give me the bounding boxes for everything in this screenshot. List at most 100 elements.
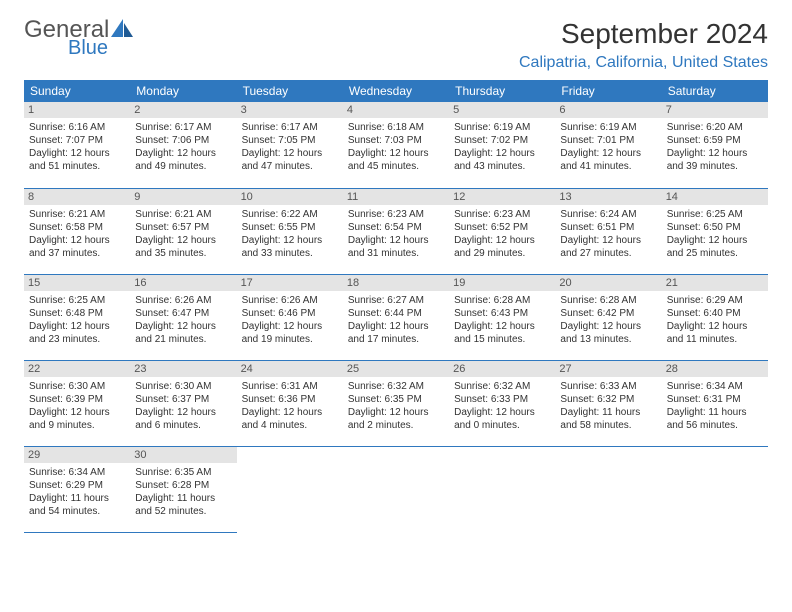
sunrise-text: Sunrise: 6:23 AM — [454, 208, 550, 221]
logo-sail-icon — [111, 19, 133, 40]
daylight-text: Daylight: 11 hours and 54 minutes. — [29, 492, 125, 518]
sunset-text: Sunset: 6:50 PM — [667, 221, 763, 234]
sunrise-text: Sunrise: 6:28 AM — [454, 294, 550, 307]
daylight-text: Daylight: 12 hours and 11 minutes. — [667, 320, 763, 346]
sunset-text: Sunset: 6:42 PM — [560, 307, 656, 320]
daylight-text: Daylight: 12 hours and 15 minutes. — [454, 320, 550, 346]
sunrise-text: Sunrise: 6:22 AM — [242, 208, 338, 221]
sunrise-text: Sunrise: 6:28 AM — [560, 294, 656, 307]
day-number: 5 — [449, 102, 555, 118]
daylight-text: Daylight: 12 hours and 25 minutes. — [667, 234, 763, 260]
calendar-cell: 3Sunrise: 6:17 AMSunset: 7:05 PMDaylight… — [237, 102, 343, 188]
calendar-cell: 6 Sunrise: 6:19 AMSunset: 7:01 PMDaylight… — [555, 102, 661, 188]
sunrise-text: Sunrise: 6:16 AM — [29, 121, 125, 134]
day-number: 6 — [555, 102, 661, 118]
calendar-cell: 22Sunrise: 6:30 AMSunset: 6:39 PMDayligh… — [24, 360, 130, 446]
sunset-text: Sunset: 6:44 PM — [348, 307, 444, 320]
sunset-text: Sunset: 6:59 PM — [667, 134, 763, 147]
sunrise-text: Sunrise: 6:31 AM — [242, 380, 338, 393]
sunset-text: Sunset: 6:33 PM — [454, 393, 550, 406]
page-header: General Blue September 2024 Calipatria, … — [24, 18, 768, 72]
sunrise-text: Sunrise: 6:33 AM — [560, 380, 656, 393]
sunset-text: Sunset: 7:05 PM — [242, 134, 338, 147]
sunset-text: Sunset: 6:47 PM — [135, 307, 231, 320]
day-number: 15 — [24, 275, 130, 291]
day-number: 30 — [130, 447, 236, 463]
sunset-text: Sunset: 6:57 PM — [135, 221, 231, 234]
daylight-text: Daylight: 12 hours and 33 minutes. — [242, 234, 338, 260]
sunrise-text: Sunrise: 6:29 AM — [667, 294, 763, 307]
sunset-text: Sunset: 6:46 PM — [242, 307, 338, 320]
sunset-text: Sunset: 6:51 PM — [560, 221, 656, 234]
calendar-row: 22Sunrise: 6:30 AMSunset: 6:39 PMDayligh… — [24, 360, 768, 446]
daylight-text: Daylight: 11 hours and 58 minutes. — [560, 406, 656, 432]
sunrise-text: Sunrise: 6:17 AM — [242, 121, 338, 134]
sunrise-text: Sunrise: 6:24 AM — [560, 208, 656, 221]
calendar-cell: 21Sunrise: 6:29 AMSunset: 6:40 PMDayligh… — [662, 274, 768, 360]
month-title: September 2024 — [519, 18, 768, 50]
sunrise-text: Sunrise: 6:19 AM — [560, 121, 656, 134]
daylight-text: Daylight: 12 hours and 6 minutes. — [135, 406, 231, 432]
sunset-text: Sunset: 6:55 PM — [242, 221, 338, 234]
sunrise-text: Sunrise: 6:32 AM — [454, 380, 550, 393]
day-number: 4 — [343, 102, 449, 118]
calendar-cell: 30 Sunrise: 6:35 AMSunset: 6:28 PMDayligh… — [130, 446, 236, 532]
calendar-cell: 25Sunrise: 6:32 AMSunset: 6:35 PMDayligh… — [343, 360, 449, 446]
day-number: 28 — [662, 361, 768, 377]
sunrise-text: Sunrise: 6:35 AM — [135, 466, 231, 479]
weekday-header-row: Sunday Monday Tuesday Wednesday Thursday… — [24, 80, 768, 102]
daylight-text: Daylight: 12 hours and 41 minutes. — [560, 147, 656, 173]
day-number: 21 — [662, 275, 768, 291]
calendar-cell: 29Sunrise: 6:34 AMSunset: 6:29 PMDayligh… — [24, 446, 130, 532]
sunrise-text: Sunrise: 6:34 AM — [29, 466, 125, 479]
calendar-page: General Blue September 2024 Calipatria, … — [0, 0, 792, 551]
daylight-text: Daylight: 12 hours and 39 minutes. — [667, 147, 763, 173]
calendar-cell — [237, 446, 343, 532]
daylight-text: Daylight: 12 hours and 49 minutes. — [135, 147, 231, 173]
day-number: 17 — [237, 275, 343, 291]
calendar-cell — [662, 446, 768, 532]
daylight-text: Daylight: 12 hours and 23 minutes. — [29, 320, 125, 346]
sunrise-text: Sunrise: 6:26 AM — [242, 294, 338, 307]
calendar-row: 8Sunrise: 6:21 AMSunset: 6:58 PMDaylight… — [24, 188, 768, 274]
calendar-cell: 13Sunrise: 6:24 AMSunset: 6:51 PMDayligh… — [555, 188, 661, 274]
day-number: 16 — [130, 275, 236, 291]
logo: General Blue — [24, 18, 133, 58]
weekday-header: Thursday — [449, 80, 555, 102]
sunset-text: Sunset: 6:28 PM — [135, 479, 231, 492]
sunset-text: Sunset: 7:01 PM — [560, 134, 656, 147]
calendar-row: 1Sunrise: 6:16 AMSunset: 7:07 PMDaylight… — [24, 102, 768, 188]
day-number: 25 — [343, 361, 449, 377]
daylight-text: Daylight: 12 hours and 9 minutes. — [29, 406, 125, 432]
sunrise-text: Sunrise: 6:30 AM — [29, 380, 125, 393]
sunrise-text: Sunrise: 6:20 AM — [667, 121, 763, 134]
day-number: 24 — [237, 361, 343, 377]
daylight-text: Daylight: 12 hours and 27 minutes. — [560, 234, 656, 260]
day-number: 12 — [449, 189, 555, 205]
calendar-cell: 2Sunrise: 6:17 AMSunset: 7:06 PMDaylight… — [130, 102, 236, 188]
calendar-cell: 24Sunrise: 6:31 AMSunset: 6:36 PMDayligh… — [237, 360, 343, 446]
calendar-cell: 4Sunrise: 6:18 AMSunset: 7:03 PMDaylight… — [343, 102, 449, 188]
day-number: 10 — [237, 189, 343, 205]
daylight-text: Daylight: 11 hours and 52 minutes. — [135, 492, 231, 518]
calendar-cell: 28Sunrise: 6:34 AMSunset: 6:31 PMDayligh… — [662, 360, 768, 446]
calendar-cell: 5Sunrise: 6:19 AMSunset: 7:02 PMDaylight… — [449, 102, 555, 188]
daylight-text: Daylight: 12 hours and 51 minutes. — [29, 147, 125, 173]
day-number: 18 — [343, 275, 449, 291]
sunset-text: Sunset: 7:02 PM — [454, 134, 550, 147]
daylight-text: Daylight: 12 hours and 19 minutes. — [242, 320, 338, 346]
daylight-text: Daylight: 12 hours and 17 minutes. — [348, 320, 444, 346]
weekday-header: Monday — [130, 80, 236, 102]
calendar-cell: 14Sunrise: 6:25 AMSunset: 6:50 PMDayligh… — [662, 188, 768, 274]
sunset-text: Sunset: 6:39 PM — [29, 393, 125, 406]
daylight-text: Daylight: 12 hours and 0 minutes. — [454, 406, 550, 432]
sunrise-text: Sunrise: 6:32 AM — [348, 380, 444, 393]
daylight-text: Daylight: 12 hours and 45 minutes. — [348, 147, 444, 173]
daylight-text: Daylight: 12 hours and 21 minutes. — [135, 320, 231, 346]
sunrise-text: Sunrise: 6:17 AM — [135, 121, 231, 134]
calendar-cell: 17 Sunrise: 6:26 AMSunset: 6:46 PMDayligh… — [237, 274, 343, 360]
sunset-text: Sunset: 6:54 PM — [348, 221, 444, 234]
sunset-text: Sunset: 6:31 PM — [667, 393, 763, 406]
sunrise-text: Sunrise: 6:18 AM — [348, 121, 444, 134]
calendar-row: 15Sunrise: 6:25 AMSunset: 6:48 PMDayligh… — [24, 274, 768, 360]
